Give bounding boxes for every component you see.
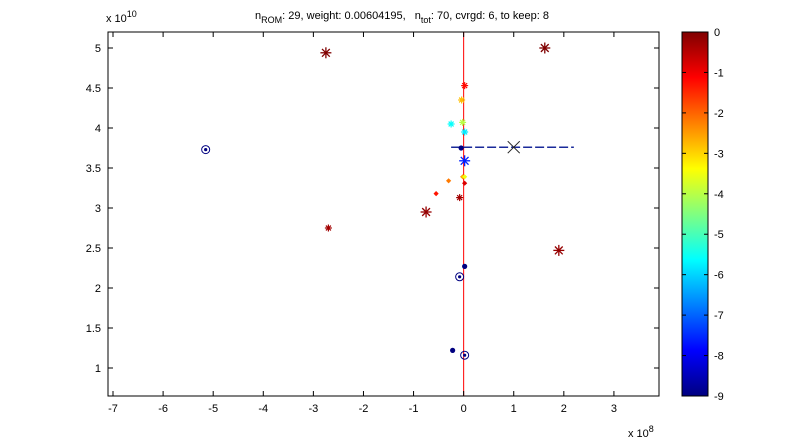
x-tick-label: -1 xyxy=(409,403,419,415)
title-n-tot-text: : 70, cvrgd: 6, to keep: 8 xyxy=(431,10,549,22)
colorbar-tick-label: -7 xyxy=(714,310,724,322)
data-point xyxy=(324,224,332,232)
colorbar-tick-label: -2 xyxy=(714,108,724,120)
colorbar: 0 -1 -2 -3 -4 -5 -6 -7 -8 -9 xyxy=(681,27,724,403)
x-tick-label: -4 xyxy=(258,403,268,415)
title-n-rom-text: : 29, weight: 0.00604195, xyxy=(282,10,406,22)
data-point xyxy=(462,174,468,180)
x-tick-label: 1 xyxy=(511,403,517,415)
data-point xyxy=(446,178,452,184)
y-tick-label: 2 xyxy=(95,283,101,295)
data-point xyxy=(462,180,468,186)
x-tick-label: -3 xyxy=(308,403,318,415)
colorbar-tick-label: -3 xyxy=(714,148,724,160)
colorbar-tick-label: -1 xyxy=(714,67,724,79)
colorbar-tick-label: -6 xyxy=(714,270,724,282)
x-tick-label: 0 xyxy=(461,403,467,415)
plot-area xyxy=(107,31,660,397)
data-point xyxy=(433,191,439,197)
data-point xyxy=(462,263,468,269)
x-exponent-power: 8 xyxy=(649,424,654,434)
x-tick-label: -2 xyxy=(359,403,369,415)
plot-content xyxy=(201,32,574,396)
y-tick-label: 1 xyxy=(95,363,101,375)
title-n-tot-label: n xyxy=(415,10,421,22)
colorbar-tick-label: -5 xyxy=(714,229,724,241)
data-point xyxy=(447,120,455,128)
colorbar-tick-label: -4 xyxy=(714,189,724,201)
x-tick-label: -5 xyxy=(208,403,218,415)
axes: -7 -6 -5 -4 -3 -2 -1 0 1 2 3 1 1.5 2 2.5 3 3.5 4 4.5 5 xyxy=(86,32,659,415)
chart-title: nROM: 29, weight: 0.00604195, ntot: 70, … xyxy=(255,10,549,25)
data-point xyxy=(459,118,467,126)
data-point xyxy=(455,272,465,282)
colorbar-tick-label: -9 xyxy=(714,391,724,403)
data-point xyxy=(461,128,469,136)
y-tick-label: 3.5 xyxy=(86,163,101,175)
data-point xyxy=(461,82,469,90)
colorbar-tick-label: -8 xyxy=(714,351,724,363)
y-tick-label: 4 xyxy=(95,123,101,135)
x-tick-label: 3 xyxy=(611,403,617,415)
x-tick-label: -6 xyxy=(158,403,168,415)
title-n-rom-label: n xyxy=(255,10,261,22)
y-tick-label: 3 xyxy=(95,203,101,215)
data-point xyxy=(456,194,464,202)
data-point xyxy=(458,145,464,151)
y-tick-label: 1.5 xyxy=(86,323,101,335)
data-point xyxy=(460,350,470,360)
data-point xyxy=(420,206,432,218)
x-axis-exponent: x 108 xyxy=(628,424,654,440)
y-exponent-power: 10 xyxy=(127,9,137,19)
data-point xyxy=(539,42,551,54)
x-tick-label: 2 xyxy=(561,403,567,415)
y-tick-label: 2.5 xyxy=(86,243,101,255)
data-point xyxy=(450,347,456,353)
data-point xyxy=(553,244,565,256)
title-n-rom-sub: ROM xyxy=(261,15,282,25)
data-point xyxy=(459,155,471,167)
colorbar-gradient xyxy=(681,31,709,397)
data-point xyxy=(320,47,332,59)
y-axis-exponent: x 1010 xyxy=(106,9,137,25)
data-point xyxy=(458,96,466,104)
x-tick-label: -7 xyxy=(108,403,118,415)
x-exponent-base: x 10 xyxy=(628,428,649,440)
y-exponent-base: x 10 xyxy=(106,13,127,25)
title-n-tot-sub: tot xyxy=(421,15,432,25)
data-point xyxy=(201,145,211,155)
colorbar-tick-label: 0 xyxy=(714,27,720,39)
y-tick-label: 4.5 xyxy=(86,83,101,95)
cross-marker xyxy=(507,140,521,154)
y-tick-label: 5 xyxy=(95,43,101,55)
